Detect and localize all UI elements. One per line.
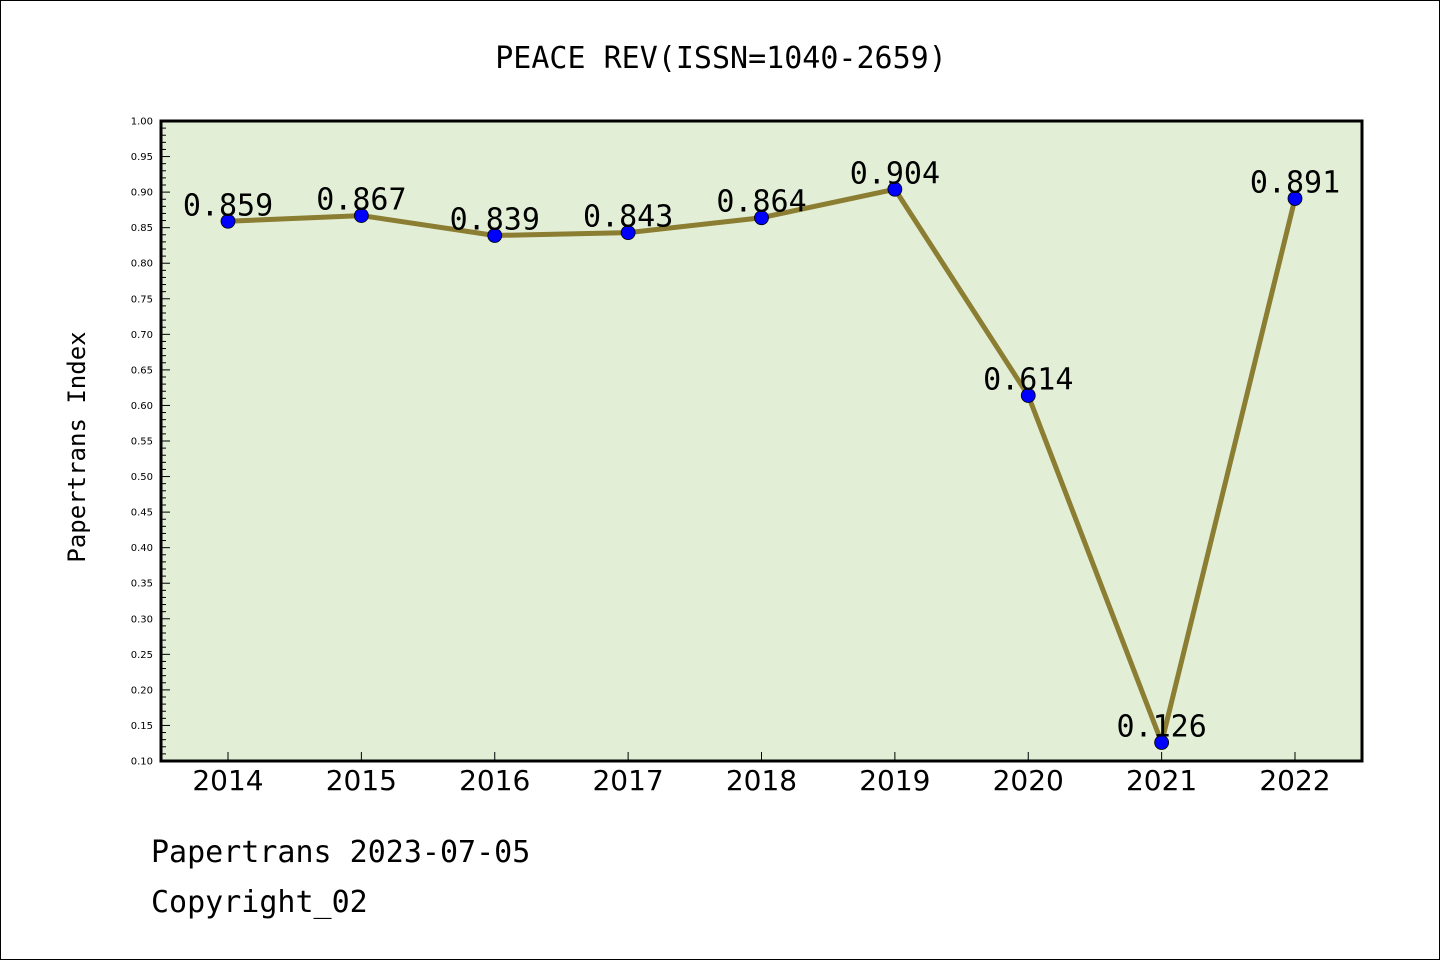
- y-tick-label: 0.70: [131, 330, 153, 341]
- data-labels: 0.859 0.867 0.839 0.843 0.864 0.904 0.614 0.126…: [183, 156, 1340, 744]
- y-tick-label: 0.15: [131, 721, 153, 732]
- data-point-marker: [487, 228, 503, 243]
- x-tick-label: 2018: [726, 764, 797, 797]
- y-axis: 0.10 0.15 0.20 0.25 0.30 0.35 0.40 0.45 0.50 0.55…: [131, 117, 170, 768]
- y-tick-label: 0.90: [131, 188, 153, 199]
- data-label: 0.867: [316, 183, 406, 218]
- x-tick-label: 2019: [859, 764, 930, 797]
- y-tick-label: 0.50: [131, 472, 153, 483]
- data-point-marker: [220, 213, 236, 229]
- x-axis: 2014 2015 2016 2017 2018 2019 2020 2021 2022: [192, 752, 1331, 797]
- x-tick-label: 2020: [993, 764, 1064, 797]
- y-tick-label: 0.35: [131, 579, 153, 590]
- y-tick-label: 0.80: [131, 259, 153, 270]
- y-tick-label: 1.00: [131, 117, 153, 128]
- x-tick-label: 2022: [1259, 764, 1330, 797]
- plot-area: [159, 119, 1364, 763]
- y-tick-label: 0.40: [131, 543, 153, 554]
- data-label: 0.904: [850, 156, 940, 191]
- data-label: 0.126: [1116, 710, 1206, 745]
- y-tick-label: 0.45: [131, 508, 153, 519]
- data-point-marker: [1287, 191, 1303, 206]
- x-tick-label: 2014: [192, 764, 263, 797]
- y-tick-label: 0.20: [131, 685, 153, 696]
- y-tick-label: 0.55: [131, 437, 153, 448]
- data-label: 0.864: [716, 185, 806, 220]
- footer-date: Papertrans 2023-07-05: [151, 835, 531, 870]
- data-label: 0.859: [183, 188, 273, 223]
- y-tick-label: 0.10: [131, 757, 153, 768]
- y-tick-label: 0.60: [131, 401, 153, 412]
- y-tick-label: 0.25: [131, 650, 153, 661]
- data-markers: [220, 181, 1303, 750]
- chart-title: PEACE REV(ISSN=1040-2659): [495, 41, 947, 76]
- data-point-marker: [754, 210, 769, 226]
- y-tick-label: 0.75: [131, 294, 153, 305]
- x-tick-label: 2015: [326, 764, 397, 797]
- data-label: 0.843: [583, 200, 673, 235]
- y-tick-label: 0.85: [131, 223, 153, 234]
- y-tick-label: 0.30: [131, 614, 153, 625]
- x-tick-label: 2016: [459, 764, 530, 797]
- data-label: 0.891: [1250, 166, 1340, 201]
- x-tick-label: 2021: [1126, 764, 1197, 797]
- x-tick-label: 2017: [592, 764, 663, 797]
- y-axis-label: Papertrans Index: [63, 331, 91, 562]
- data-label: 0.839: [450, 202, 540, 237]
- y-tick-label: 0.65: [131, 365, 153, 376]
- data-point-marker: [1154, 735, 1170, 750]
- data-label: 0.614: [983, 362, 1073, 397]
- data-point-marker: [353, 208, 369, 223]
- data-point-marker: [620, 225, 636, 241]
- data-point-marker: [887, 181, 903, 197]
- footer-copyright: Copyright_02: [151, 885, 368, 920]
- data-point-marker: [1020, 388, 1036, 403]
- y-tick-label: 0.95: [131, 152, 153, 163]
